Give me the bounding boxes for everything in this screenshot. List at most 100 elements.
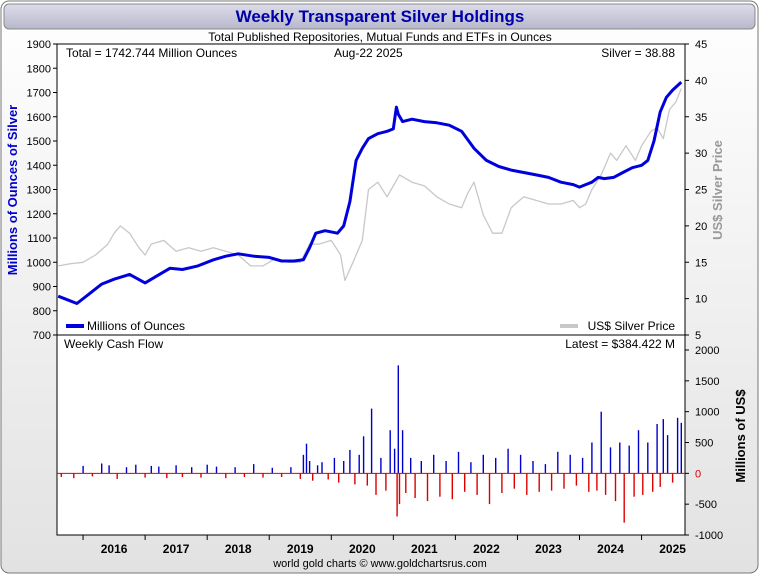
outflow-bar (262, 473, 264, 478)
outflow-bar (60, 473, 62, 477)
inflow-bar (321, 462, 323, 474)
year-tick-label: 2023 (535, 542, 562, 556)
inflow-bar (680, 422, 682, 474)
outflow-bar (633, 473, 635, 497)
outflow-bar (439, 473, 441, 497)
inflow-bar (206, 464, 208, 474)
year-axis-ticks: 2016 2017 2018 2019 2020 2021 2022 2023 2024 2025 (82, 535, 686, 556)
inflow-bar (191, 467, 193, 474)
legend-label-holdings: Millions of Ounces (87, 319, 185, 333)
year-tick-label: 2022 (473, 542, 500, 556)
right-axis-ticks: 5 10 15 20 25 30 35 40 45 (685, 39, 707, 342)
outflow-bar (563, 473, 565, 489)
left-tick-label: 1200 (27, 209, 51, 221)
outflow-bar (488, 473, 491, 505)
cash-flow-axis-label: Millions of US$ (733, 389, 748, 483)
right-tick-label: 10 (695, 294, 707, 306)
year-tick-label: 2025 (659, 542, 686, 556)
inflow-bar (305, 443, 308, 474)
inflow-bar (666, 435, 669, 474)
year-tick-label: 2017 (163, 542, 190, 556)
holdings-line (57, 80, 683, 305)
inflow-bar (482, 454, 484, 474)
left-tick-label: 1100 (27, 233, 51, 245)
outflow-bar (327, 473, 329, 480)
inflow-bar (581, 457, 584, 474)
inflow-bar (150, 465, 152, 474)
year-tick-label: 2024 (597, 542, 624, 556)
cash-flow-panel-title: Weekly Cash Flow (64, 337, 163, 351)
outflow-bar (588, 473, 590, 492)
left-tick-label: 1500 (27, 136, 51, 148)
right-tick-label: 15 (695, 257, 707, 269)
inflow-bar (628, 445, 630, 474)
inflow-bar (370, 408, 373, 474)
right-tick-label: 30 (695, 148, 707, 160)
inflow-bar (271, 467, 273, 474)
outflow-bar (604, 473, 607, 495)
inflow-bar (316, 465, 319, 474)
inflow-bar (656, 424, 658, 474)
outflow-bar (596, 473, 598, 491)
inflow-bar (358, 454, 360, 474)
year-tick-label: 2018 (225, 542, 252, 556)
inflow-bar (389, 430, 391, 474)
inflow-bar (532, 461, 534, 474)
inflow-bar (125, 467, 128, 474)
left-tick-label: 1900 (27, 39, 51, 51)
outflow-bar (280, 473, 283, 477)
outflow-bar (659, 473, 661, 487)
inflow-bar (290, 467, 292, 474)
outflow-bar (299, 473, 301, 479)
inflow-bar (544, 464, 547, 474)
inflow-bar (420, 461, 422, 474)
inflow-bar (637, 430, 640, 474)
inflow-bar (158, 466, 160, 474)
outflow-bar (354, 473, 356, 485)
left-tick-label: 1000 (27, 257, 51, 269)
inflow-bar (569, 454, 571, 474)
flow-tick-label: 0 (695, 468, 701, 480)
outflow-bar (91, 473, 94, 477)
title-band (3, 3, 756, 30)
inflow-bar (647, 442, 649, 474)
inflow-bar (215, 466, 218, 474)
total-holdings-label: Total = 1742.744 Million Ounces (66, 46, 237, 60)
inflow-bar (433, 454, 435, 474)
flow-tick-label: 500 (695, 438, 713, 450)
inflow-bar (302, 454, 305, 474)
inflow-bar (393, 448, 396, 474)
flow-tick-label: -500 (695, 499, 717, 511)
right-tick-label: 25 (695, 185, 707, 197)
outflow-bar (375, 473, 377, 495)
outflow-bar (398, 473, 401, 505)
inflow-bar (82, 465, 84, 474)
left-tick-label: 800 (33, 306, 51, 318)
left-tick-label: 1600 (27, 112, 51, 124)
left-tick-label: 1400 (27, 160, 51, 172)
outflow-bar (451, 473, 453, 500)
inflow-bar (519, 454, 522, 474)
inflow-bar (457, 451, 460, 474)
outflow-bar (652, 473, 654, 492)
chart-subtitle: Total Published Repositories, Mutual Fun… (208, 30, 552, 44)
outflow-bar (671, 473, 674, 483)
outflow-bar (338, 473, 340, 483)
inflow-bar (380, 457, 382, 474)
outflow-bar (366, 473, 368, 486)
flow-tick-label: 1500 (695, 376, 719, 388)
outflow-bar (116, 473, 118, 479)
outflow-bar (526, 473, 528, 495)
cash-flow-bars (60, 365, 682, 523)
outflow-bar (513, 473, 515, 489)
left-tick-label: 1700 (27, 88, 51, 100)
left-tick-label: 900 (33, 282, 51, 294)
outflow-bar (243, 473, 246, 477)
legend-label-silver: US$ Silver Price (588, 319, 676, 333)
inflow-bar (609, 447, 612, 474)
outflow-bar (414, 473, 416, 498)
outflow-bar (642, 473, 644, 495)
outflow-bar (144, 473, 146, 478)
silver-price-label: Silver = 38.88 (601, 46, 675, 60)
